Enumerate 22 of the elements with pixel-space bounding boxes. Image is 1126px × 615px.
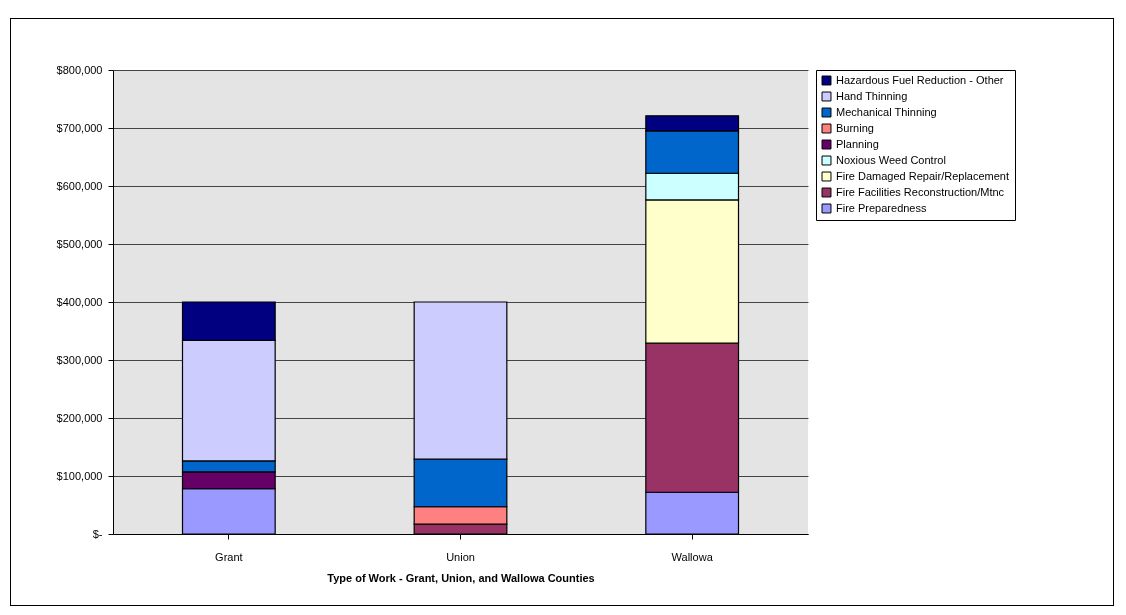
y-tick-label: $400,000 [56, 295, 103, 308]
legend-label: Hazardous Fuel Reduction - Other [836, 73, 1004, 86]
y-tick-label: $600,000 [56, 179, 103, 192]
x-tick-label: Union [446, 550, 475, 563]
y-tick-label: $300,000 [56, 353, 103, 366]
x-axis-title: Type of Work - Grant, Union, and Wallowa Counties [327, 571, 595, 584]
legend-label: Planning [836, 137, 879, 150]
legend-label: Mechanical Thinning [836, 105, 937, 118]
legend-label: Fire Damaged Repair/Replacement [836, 169, 1010, 182]
y-tick-label: $700,000 [56, 121, 103, 134]
legend-label: Hand Thinning [836, 89, 908, 102]
legend-label: Burning [836, 121, 874, 134]
x-tick-label: Grant [215, 550, 243, 563]
y-tick-label: $200,000 [56, 411, 103, 424]
y-tick-label: $100,000 [56, 469, 103, 482]
legend-label: Fire Facilities Reconstruction/Mtnc [836, 185, 1005, 198]
legend-label: Noxious Weed Control [836, 153, 946, 166]
y-tick-label: $800,000 [56, 63, 103, 76]
x-tick-label: Wallowa [671, 550, 714, 563]
y-tick-label: $500,000 [56, 237, 103, 250]
legend-label: Fire Preparedness [836, 201, 927, 214]
y-tick-label: $- [92, 527, 103, 540]
